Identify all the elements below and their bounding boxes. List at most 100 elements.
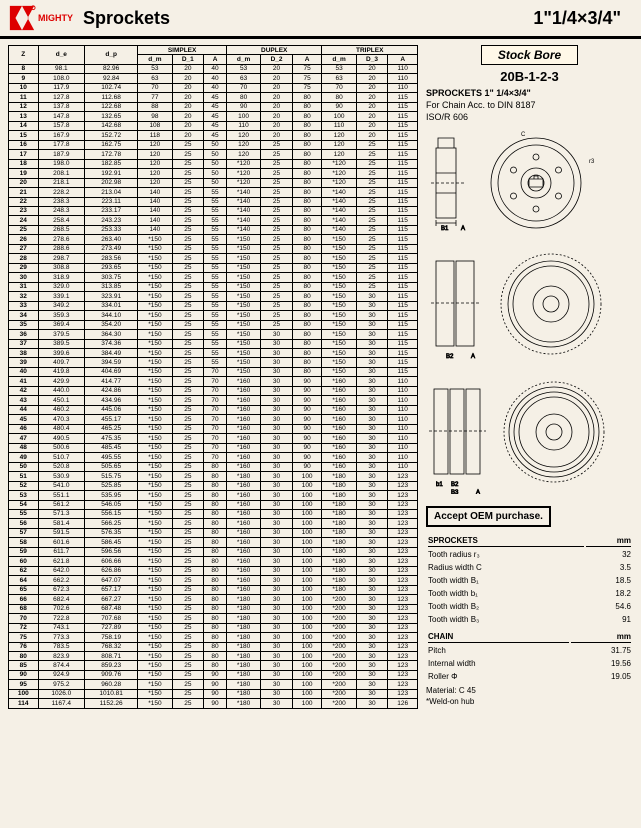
table-row: 15167.9152.721182045120208012020115 [9, 131, 418, 140]
table-row: 28298.7283.56*1502555*1502580*15025115 [9, 254, 418, 263]
data-table-container: Z d_e d_p SIMPLEX DUPLEX TRIPLEX d_m D_1… [8, 45, 418, 709]
table-row: 43450.1434.96*1502570*1603090*16030110 [9, 396, 418, 405]
page-title: Sprockets [83, 8, 170, 29]
table-row: 51530.9515.75*1502580*18030100*18030123 [9, 472, 418, 481]
table-row: 898.182.965320405320755320110 [9, 64, 418, 73]
table-row: 62642.0626.86*1502580*16030100*18030123 [9, 566, 418, 575]
svg-text:b1: b1 [436, 482, 443, 488]
table-row: 68702.6687.48*1502580*18030100*20030123 [9, 604, 418, 613]
table-row: 26278.6263.40*1502555*1502580*15025115 [9, 235, 418, 244]
table-row: 32339.1323.91*1502555*1502580*15030115 [9, 292, 418, 301]
table-row: 1001026.01010.81*1502590*18030100*200301… [9, 689, 418, 698]
table-row: 57591.5576.35*1502580*16030100*18030123 [9, 528, 418, 537]
table-row: 29308.8293.65*1502555*1502580*15025115 [9, 263, 418, 272]
col-a3: A [388, 55, 418, 64]
table-row: 48500.6485.45*1502570*1603090*16030110 [9, 443, 418, 452]
table-row: 72743.1727.89*1502580*18030100*20030123 [9, 623, 418, 632]
table-row: 18198.0182.851202550*1202580*12025115 [9, 159, 418, 168]
sprocket-diagram-3: b1 B2 B3 A [426, 374, 633, 496]
table-row: 23248.3233.171402555*1402580*14025115 [9, 206, 418, 215]
table-row: 45470.3455.17*1502570*1603090*16030110 [9, 415, 418, 424]
table-row: 56581.4566.25*1502580*16030100*18030123 [9, 519, 418, 528]
table-row: 39409.7394.59*1502555*1503080*15030115 [9, 358, 418, 367]
table-row: 85874.4859.23*1502580*18030100*20030123 [9, 661, 418, 670]
table-row: 44460.2445.06*1502570*1603090*16030110 [9, 405, 418, 414]
table-row: 53551.1535.95*1502580*16030100*18030123 [9, 491, 418, 500]
table-row: 35369.4354.20*1502555*1502580*15030115 [9, 320, 418, 329]
table-row: 64662.2647.07*1502580*16030100*18030123 [9, 576, 418, 585]
spec-title: SPROCKETS 1" 1/4×3/4" [426, 88, 633, 98]
table-row: 27288.6273.49*1502555*1502580*15025115 [9, 244, 418, 253]
col-dm3: d_m [322, 55, 356, 64]
svg-text:B1: B1 [441, 226, 449, 232]
table-row: 60621.8606.66*1502580*16030100*18030123 [9, 557, 418, 566]
col-de: d_e [38, 46, 84, 65]
col-dm2: d_m [226, 55, 260, 64]
spec-chain: For Chain Acc. to DIN 8187 [426, 100, 633, 110]
size-title: 1"1/4×3/4" [533, 8, 621, 29]
table-row: 31329.0313.85*1502555*1502580*15025115 [9, 282, 418, 291]
sprocket-data-table: Z d_e d_p SIMPLEX DUPLEX TRIPLEX d_m D_1… [8, 45, 418, 709]
page-header: MIGHTY Sprockets 1"1/4×3/4" [0, 0, 641, 39]
logo-icon [8, 4, 36, 32]
table-row: 33349.2334.01*1502555*1502580*15030115 [9, 301, 418, 310]
table-row: 36379.5364.30*1502555*1503080*15030115 [9, 330, 418, 339]
svg-text:A: A [471, 354, 475, 360]
table-row: 41429.9414.77*1502570*1603090*16030110 [9, 377, 418, 386]
table-row: 90924.9909.76*1502590*18030100*20030123 [9, 670, 418, 679]
table-row: 12137.8122.688820459020809020115 [9, 102, 418, 111]
col-duplex: DUPLEX [226, 46, 321, 55]
table-row: 75773.3758.19*1502580*18030100*20030123 [9, 633, 418, 642]
col-d2: D_2 [261, 55, 293, 64]
table-row: 76783.5768.32*1502580*18030100*20030123 [9, 642, 418, 651]
table-row: 20218.1202.981202550*1202580*12025115 [9, 178, 418, 187]
spec-iso: ISO/R 606 [426, 112, 633, 122]
table-row: 1141167.41152.26*1502590*18030100*200301… [9, 699, 418, 708]
table-row: 59611.7596.56*1502580*16030100*18030123 [9, 547, 418, 556]
table-row: 38399.6384.49*1502555*1503080*15030115 [9, 349, 418, 358]
table-row: 24258.4243.231402555*1402580*14025115 [9, 216, 418, 225]
sidebar: Stock Bore 20B-1-2-3 SPROCKETS 1" 1/4×3/… [426, 45, 633, 709]
chain-spec-table: CHAIN mm Pitch31.75Internal width19.56Ro… [426, 629, 633, 684]
sprockets-spec-table: SPROCKETS mm Tooth radius r₃32Radius wid… [426, 533, 633, 627]
table-row: 46480.4465.25*1502570*1603090*16030110 [9, 424, 418, 433]
table-row: 47490.5475.35*1502570*1603090*16030110 [9, 434, 418, 443]
table-row: 13147.8132.65982045100208010020115 [9, 112, 418, 121]
col-simplex: SIMPLEX [138, 46, 227, 55]
table-row: 65672.3657.17*1502580*16030100*18030123 [9, 585, 418, 594]
table-row: 95975.2960.28*1502590*18030100*20030123 [9, 680, 418, 689]
col-d3: D_3 [356, 55, 388, 64]
chain-head: CHAIN [428, 631, 569, 643]
table-row: 40419.8404.69*1502570*1503080*15030115 [9, 367, 418, 376]
product-code: 20B-1-2-3 [426, 69, 633, 84]
table-row: 49510.7495.55*1502570*1603090*16030110 [9, 453, 418, 462]
table-row: 50520.8505.65*1502580*1603090*16030110 [9, 462, 418, 471]
table-row: 10117.9102.747020407020757020110 [9, 83, 418, 92]
table-row: 42440.0424.86*1502570*1603090*16030110 [9, 386, 418, 395]
weldon-note: *Weld-on hub [426, 697, 633, 706]
mm-head2: mm [571, 631, 631, 643]
table-row: 34359.3344.10*1502555*1502580*15030115 [9, 311, 418, 320]
table-row: 58601.6586.45*1502580*16030100*18030123 [9, 538, 418, 547]
brand-text: MIGHTY [38, 13, 73, 23]
table-row: 54561.2546.05*1502580*16030100*18030123 [9, 500, 418, 509]
stock-bore-label: Stock Bore [481, 45, 578, 65]
table-row: 66682.4667.27*1502580*18030100*20030123 [9, 595, 418, 604]
svg-text:B2: B2 [451, 482, 459, 488]
svg-text:B2: B2 [446, 354, 454, 360]
oem-label: Accept OEM purchase. [426, 506, 551, 527]
col-z: Z [9, 46, 39, 65]
sprockets-head: SPROCKETS [428, 535, 584, 547]
material-note: Material: C 45 [426, 686, 633, 695]
svg-text:A: A [461, 226, 465, 232]
col-triplex: TRIPLEX [322, 46, 418, 55]
table-row: 37389.5374.36*1502555*1503080*15030115 [9, 339, 418, 348]
table-row: 22238.3223.111402555*1402580*14025115 [9, 197, 418, 206]
svg-text:C: C [521, 132, 526, 138]
table-row: 52541.0525.85*1502580*16030100*18030123 [9, 481, 418, 490]
svg-text:r3: r3 [589, 159, 595, 165]
table-row: 16177.8162.751202550120258012025115 [9, 140, 418, 149]
col-dp: d_p [85, 46, 138, 65]
table-row: 70722.8707.68*1502580*18030100*20030123 [9, 614, 418, 623]
mm-head: mm [586, 535, 631, 547]
